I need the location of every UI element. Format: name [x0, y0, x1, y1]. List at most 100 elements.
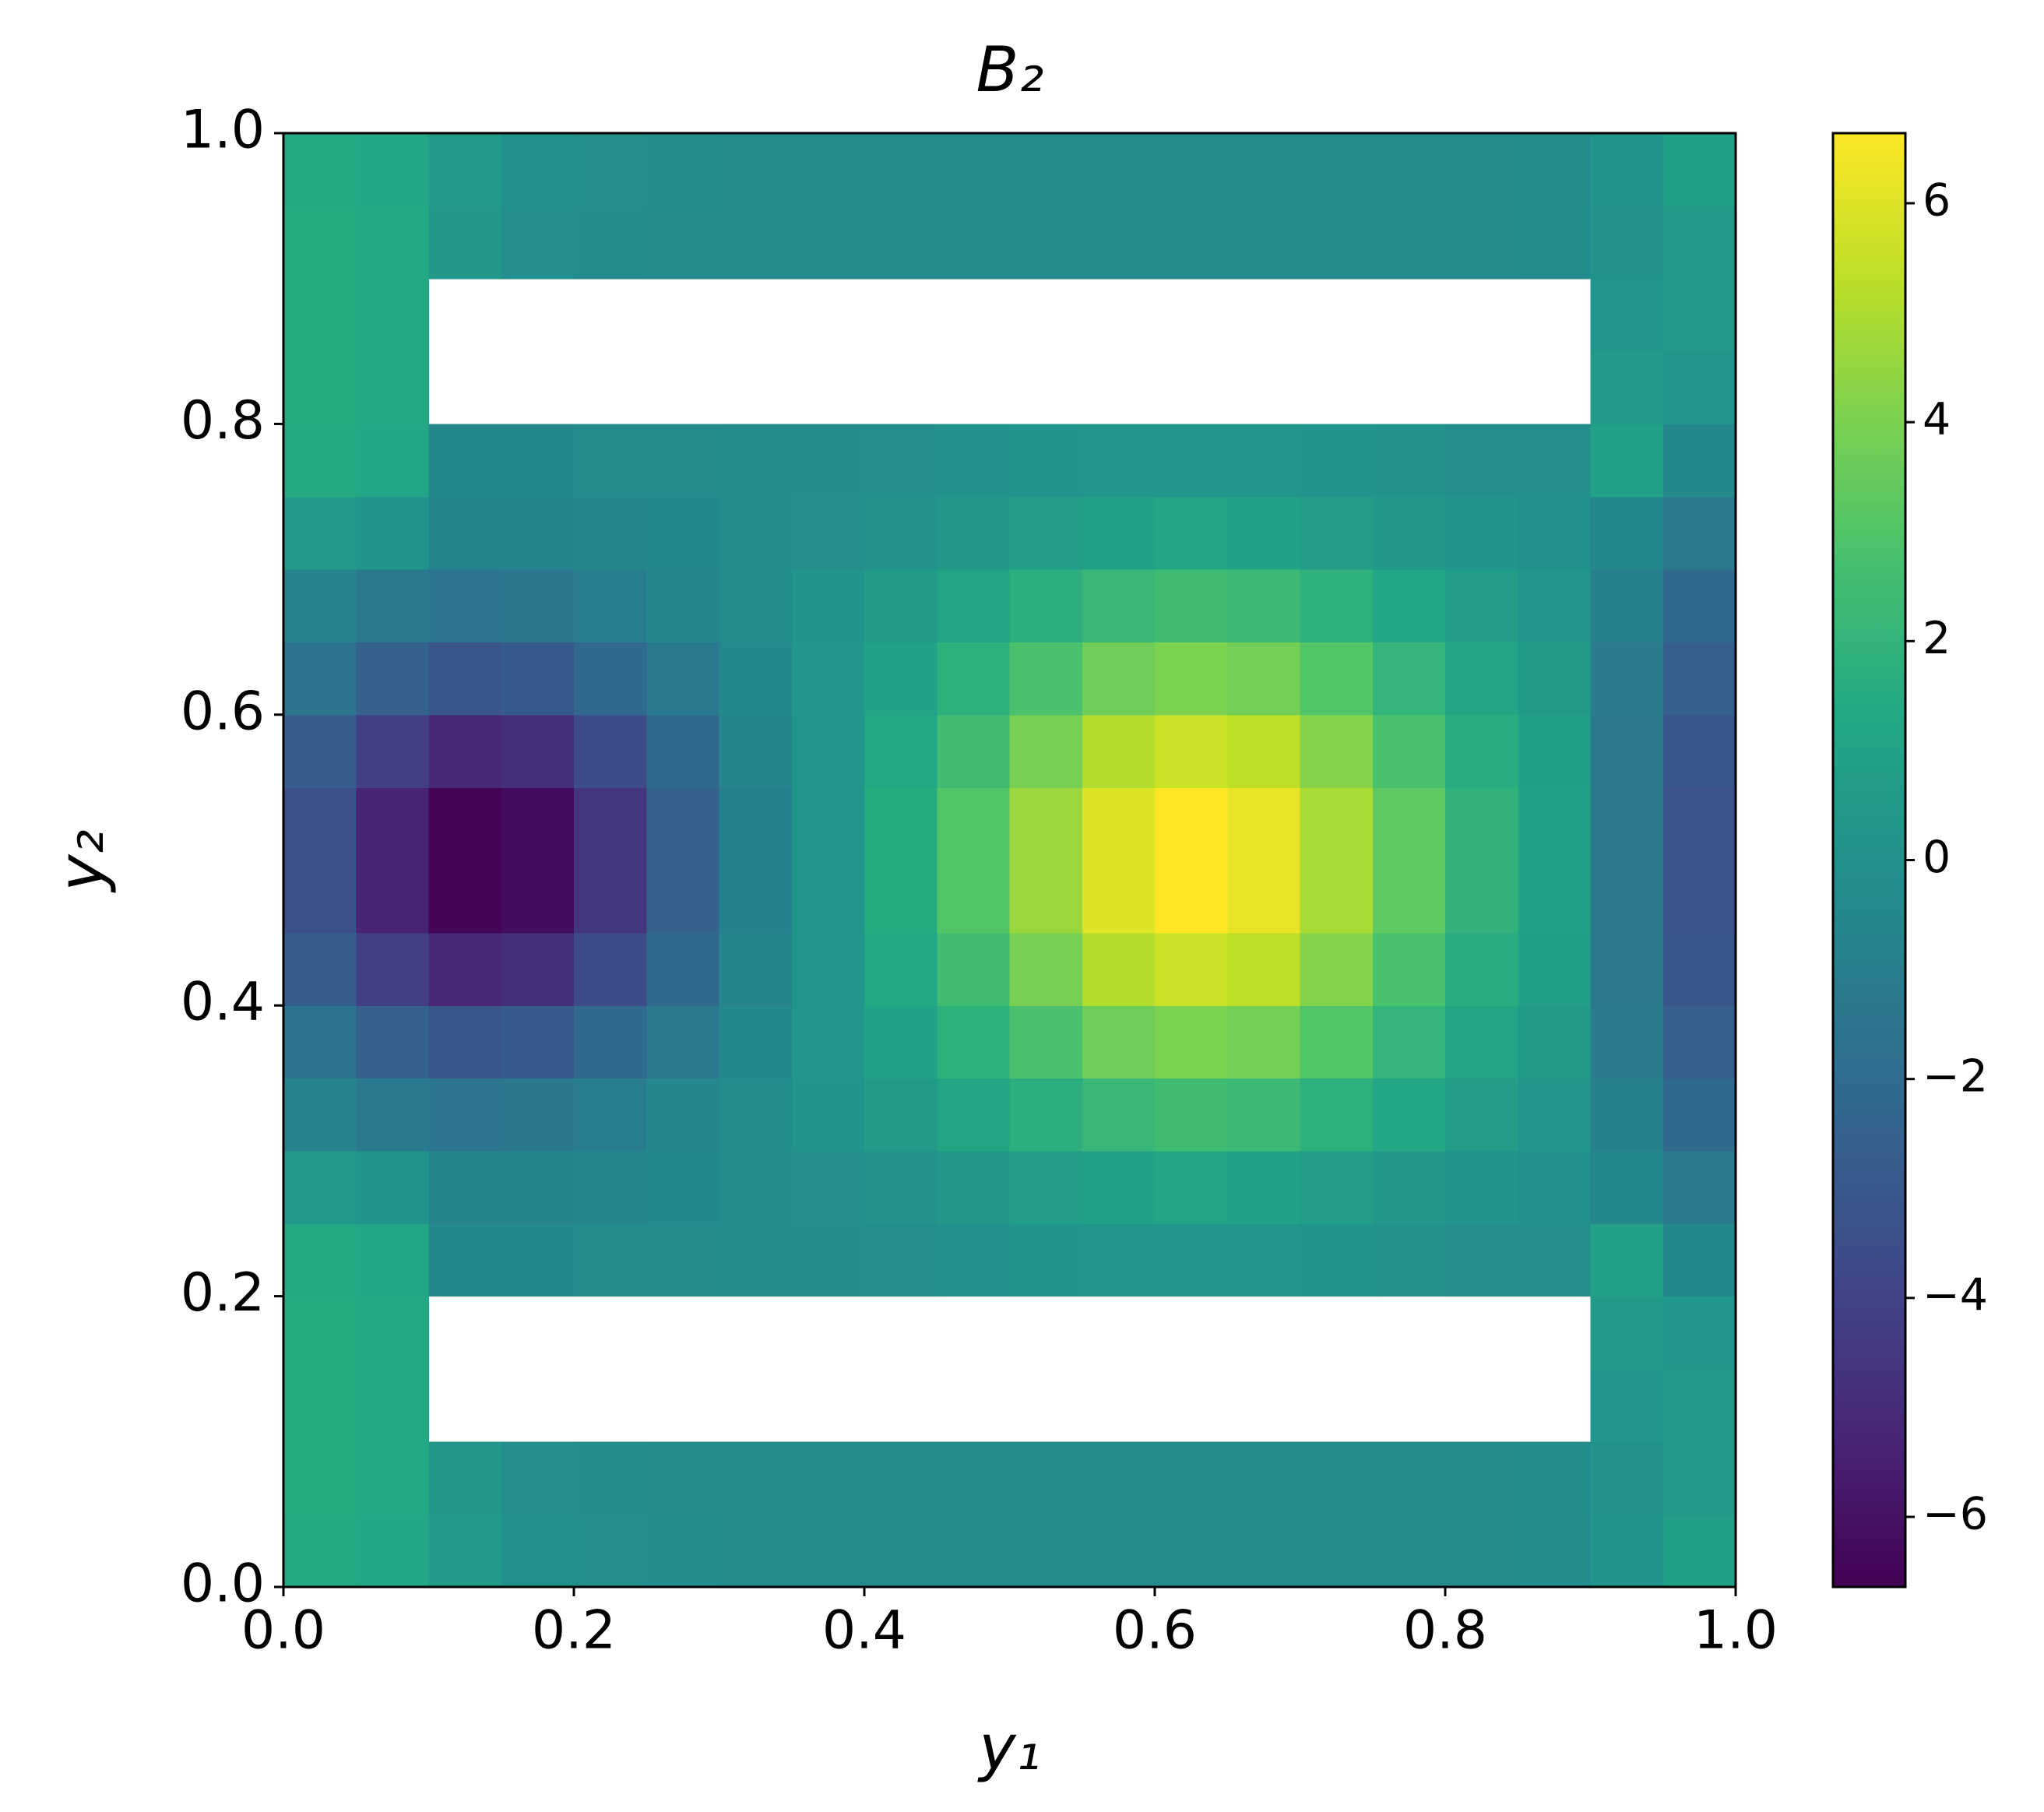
heatmap-cell — [1300, 932, 1374, 1006]
heatmap-cell — [283, 424, 357, 498]
heatmap-cell — [428, 1514, 502, 1588]
heatmap-cell — [1155, 1441, 1228, 1515]
heatmap-cell — [501, 642, 575, 716]
heatmap-cell — [283, 133, 357, 206]
heatmap-cell — [1155, 932, 1228, 1006]
heatmap-cell — [937, 1150, 1011, 1224]
heatmap-cell — [646, 1441, 720, 1515]
heatmap-cell — [428, 1078, 502, 1152]
heatmap-cell — [1300, 496, 1374, 570]
heatmap-cell — [719, 424, 793, 498]
heatmap-cell — [1590, 1441, 1664, 1515]
heatmap-cell — [1009, 424, 1083, 498]
heatmap-cell — [1155, 1078, 1228, 1152]
heatmap-cell — [1009, 714, 1083, 788]
heatmap-cell — [1082, 1078, 1156, 1152]
heatmap-cell — [1227, 206, 1301, 280]
heatmap-cell — [1300, 206, 1374, 280]
heatmap-cell — [1300, 860, 1374, 934]
heatmap-cell — [574, 1150, 647, 1224]
heatmap-cell — [283, 932, 357, 1006]
heatmap-cell — [428, 1223, 502, 1297]
heatmap-cell — [937, 496, 1011, 570]
heatmap-cell — [864, 787, 938, 861]
heatmap-cell — [791, 932, 865, 1006]
heatmap-cell — [501, 496, 575, 570]
heatmap-cell — [864, 1441, 938, 1515]
heatmap-cell — [719, 1150, 793, 1224]
heatmap-cell — [1155, 1150, 1228, 1224]
heatmap-cell — [1590, 496, 1664, 570]
heatmap-cell — [1518, 424, 1592, 498]
heatmap-cell — [428, 569, 502, 643]
heatmap-cell — [937, 1005, 1011, 1079]
heatmap-cell — [1445, 206, 1518, 280]
heatmap-cell — [1662, 1005, 1736, 1079]
heatmap-cell — [1227, 424, 1301, 498]
heatmap-cell — [574, 787, 647, 861]
heatmap-cell — [1662, 860, 1736, 934]
heatmap-cell — [1082, 206, 1156, 280]
heatmap-cell — [283, 351, 357, 424]
x-axis-label: y₁ — [977, 1712, 1040, 1784]
heatmap-cell — [1662, 1441, 1736, 1515]
heatmap-cell — [1155, 1514, 1228, 1588]
heatmap-cell — [1590, 787, 1664, 861]
heatmap-cell — [719, 1223, 793, 1297]
heatmap-cell — [791, 714, 865, 788]
heatmap-cell — [1662, 1296, 1736, 1370]
heatmap-cell — [937, 642, 1011, 716]
heatmap-cell — [646, 424, 720, 498]
heatmap-cell — [1372, 424, 1446, 498]
heatmap-cell — [1227, 133, 1301, 206]
heatmap-cell — [1590, 351, 1664, 424]
heatmap-cell — [646, 860, 720, 934]
x-tick-label: 0.6 — [1113, 1600, 1197, 1662]
colorbar-tick-label: 4 — [1923, 394, 1951, 445]
heatmap-cell — [1590, 1514, 1664, 1588]
heatmap-cell — [1372, 642, 1446, 716]
heatmap-cell — [1372, 1223, 1446, 1297]
heatmap-cell — [1372, 206, 1446, 280]
heatmap-cell — [1155, 860, 1228, 934]
heatmap-cell — [428, 714, 502, 788]
heatmap-cell — [501, 714, 575, 788]
heatmap-cell — [1009, 1223, 1083, 1297]
heatmap-cell — [1518, 496, 1592, 570]
heatmap-cell — [1662, 787, 1736, 861]
heatmap-cell — [1372, 860, 1446, 934]
heatmap-cell — [1082, 860, 1156, 934]
plot-frame — [282, 132, 1737, 1589]
heatmap-cell — [1662, 932, 1736, 1006]
heatmap-cell — [937, 569, 1011, 643]
heatmap-cell — [1082, 787, 1156, 861]
heatmap-cell — [501, 860, 575, 934]
heatmap-cell — [356, 278, 430, 352]
heatmap-cell — [283, 1150, 357, 1224]
heatmap-cell — [283, 642, 357, 716]
heatmap-cell — [1662, 424, 1736, 498]
heatmap-cell — [356, 133, 430, 206]
heatmap-cell — [1590, 642, 1664, 716]
heatmap-cell — [1300, 1078, 1374, 1152]
heatmap-cell — [283, 206, 357, 280]
heatmap-cell — [1155, 424, 1228, 498]
heatmap-cell — [646, 1150, 720, 1224]
heatmap-cell — [937, 787, 1011, 861]
heatmap-cell — [428, 860, 502, 934]
heatmap-cell — [937, 1441, 1011, 1515]
heatmap-cell — [428, 424, 502, 498]
heatmap-cell — [1082, 424, 1156, 498]
heatmap-cell — [1082, 133, 1156, 206]
heatmap-cell — [1009, 860, 1083, 934]
heatmap-cell — [574, 133, 647, 206]
heatmap-cell — [1445, 860, 1518, 934]
heatmap-cell — [1590, 1223, 1664, 1297]
heatmap-cell — [646, 932, 720, 1006]
heatmap-cell — [791, 133, 865, 206]
heatmap-cell — [1518, 860, 1592, 934]
colorbar-tick-label: −6 — [1923, 1489, 1988, 1540]
heatmap-cell — [791, 1223, 865, 1297]
heatmap-cell — [1300, 714, 1374, 788]
heatmap-cell — [283, 1514, 357, 1588]
